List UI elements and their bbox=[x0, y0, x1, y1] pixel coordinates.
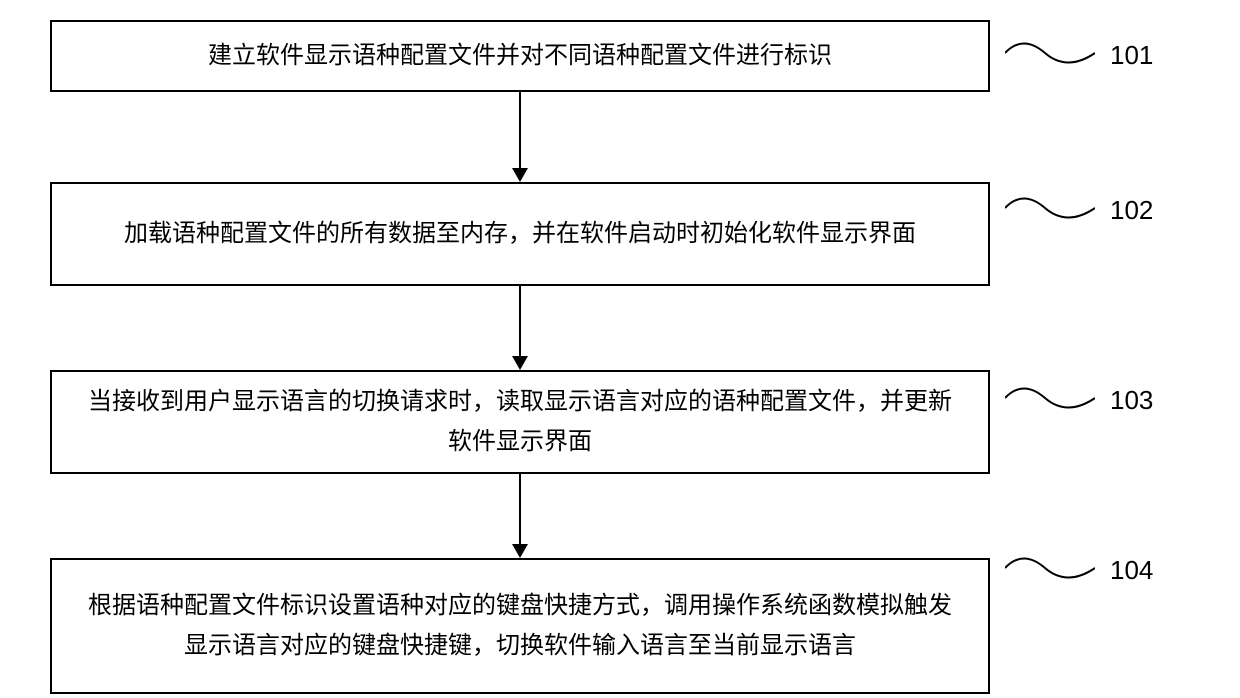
step-box-103: 当接收到用户显示语言的切换请求时，读取显示语言对应的语种配置文件，并更新软件显示… bbox=[50, 370, 990, 474]
flow-arrowhead bbox=[512, 356, 528, 370]
step-box-104: 根据语种配置文件标识设置语种对应的键盘快捷方式，调用操作系统函数模拟触发显示语言… bbox=[50, 558, 990, 694]
step-box-101: 建立软件显示语种配置文件并对不同语种配置文件进行标识 bbox=[50, 20, 990, 92]
flow-connector bbox=[519, 474, 521, 544]
flowchart-canvas: 建立软件显示语种配置文件并对不同语种配置文件进行标识 101 加载语种配置文件的… bbox=[0, 0, 1240, 698]
step-label-101: 101 bbox=[1110, 40, 1153, 71]
step-text: 建立软件显示语种配置文件并对不同语种配置文件进行标识 bbox=[208, 36, 832, 76]
squiggle-connector bbox=[1005, 383, 1095, 413]
step-label-104: 104 bbox=[1110, 555, 1153, 586]
squiggle-connector bbox=[1005, 38, 1095, 68]
squiggle-connector bbox=[1005, 553, 1095, 583]
flow-connector bbox=[519, 286, 521, 356]
step-box-102: 加载语种配置文件的所有数据至内存，并在软件启动时初始化软件显示界面 bbox=[50, 182, 990, 286]
step-label-103: 103 bbox=[1110, 385, 1153, 416]
squiggle-connector bbox=[1005, 193, 1095, 223]
step-text: 加载语种配置文件的所有数据至内存，并在软件启动时初始化软件显示界面 bbox=[124, 214, 916, 254]
step-text: 当接收到用户显示语言的切换请求时，读取显示语言对应的语种配置文件，并更新软件显示… bbox=[80, 382, 960, 461]
flow-arrowhead bbox=[512, 544, 528, 558]
flow-arrowhead bbox=[512, 168, 528, 182]
flow-connector bbox=[519, 92, 521, 168]
step-label-102: 102 bbox=[1110, 195, 1153, 226]
step-text: 根据语种配置文件标识设置语种对应的键盘快捷方式，调用操作系统函数模拟触发显示语言… bbox=[80, 586, 960, 665]
